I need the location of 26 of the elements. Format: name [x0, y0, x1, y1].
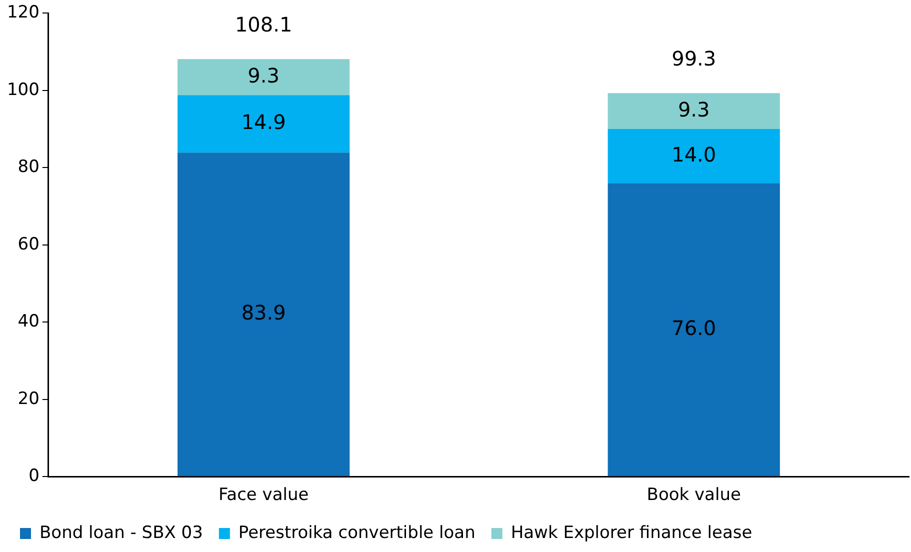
y-tick-label: 60	[18, 234, 40, 254]
total-label: 108.1	[234, 12, 292, 36]
data-label: 9.3	[248, 63, 280, 88]
total-label: 99.3	[672, 46, 716, 70]
data-label: 14.9	[241, 110, 286, 134]
legend-label: Hawk Explorer finance lease	[510, 522, 752, 543]
y-tick-label: 20	[18, 388, 40, 409]
bar	[178, 152, 350, 476]
x-tick-label: Book value	[646, 485, 741, 506]
y-tick-label: 40	[18, 312, 40, 332]
bar	[178, 59, 350, 96]
y-tick-label: 0	[28, 466, 40, 486]
data-label: 9.3	[678, 97, 710, 122]
legend-label: Bond loan - SBX 03	[40, 522, 203, 543]
data-label: 14.0	[672, 142, 716, 166]
legend-label: Perestroika convertible loan	[238, 522, 476, 543]
y-tick-label: 100	[6, 80, 40, 100]
data-label: 83.9	[241, 300, 286, 325]
x-tick-label: Face value	[218, 485, 309, 506]
bar	[608, 93, 780, 130]
y-tick-label: 120	[6, 2, 40, 23]
y-tick-label: 80	[18, 157, 40, 178]
data-label: 76.0	[672, 316, 716, 340]
bar	[178, 95, 350, 153]
bar	[608, 183, 780, 476]
bar	[608, 129, 780, 184]
